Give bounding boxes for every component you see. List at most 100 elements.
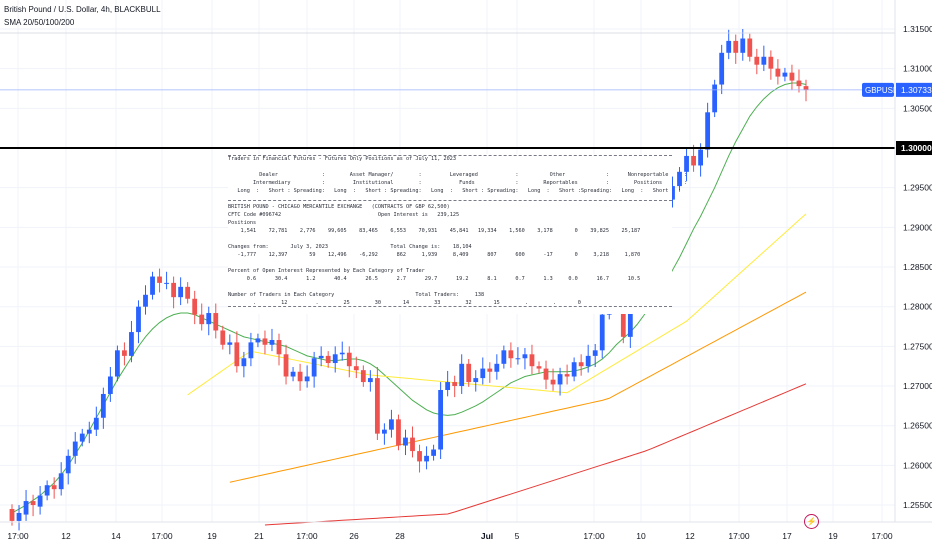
candle-body — [677, 171, 682, 187]
candle-body — [9, 509, 15, 521]
candle-body — [241, 358, 247, 367]
time-tick-label: 17 — [782, 531, 792, 541]
cot-separator — [228, 306, 672, 307]
candle-body — [325, 355, 331, 364]
candle-body — [754, 56, 760, 65]
cot-separator — [228, 155, 672, 156]
horizontal-levels — [0, 32, 895, 150]
cot-line: Positions — [228, 220, 257, 226]
candle-body — [719, 52, 725, 85]
cot-line: Percent of Open Interest Represented by … — [228, 268, 425, 274]
candle-body — [255, 338, 261, 343]
price-tick-label: 1.29500 — [903, 183, 932, 193]
candle-body — [515, 358, 521, 360]
candle-body — [712, 84, 718, 113]
candle-body — [459, 363, 465, 387]
symbol-tag — [862, 82, 894, 97]
time-axis[interactable]: 17:00 12 14 17:00 19 21 17:00 26 28 Jul 5 17:00 10 12… — [0, 521, 932, 541]
price-tick-label: 1.31000 — [903, 64, 932, 74]
price-tick-label: 1.31500 — [903, 24, 932, 34]
candle-body — [599, 314, 605, 351]
level-price-tag — [896, 141, 932, 156]
sma50-line — [187, 213, 807, 396]
candle-body — [276, 340, 282, 355]
candle-body — [691, 155, 696, 166]
cot-report-overlay: Traders in Financial Futures - Futures O… — [228, 154, 687, 314]
candle-body — [227, 342, 233, 345]
candle-body — [16, 512, 22, 521]
candle-body — [157, 276, 162, 283]
candle-body — [220, 330, 226, 345]
candle-body — [318, 355, 324, 359]
candle-body — [796, 80, 802, 87]
candle-body — [136, 306, 141, 333]
time-tick-label: 21 — [254, 531, 264, 541]
time-tick-label: 14 — [111, 531, 121, 541]
candle-body — [543, 368, 549, 380]
sma200-line — [264, 383, 807, 526]
candle-body — [522, 354, 528, 359]
candle-body — [670, 186, 675, 200]
candle-body — [51, 485, 57, 490]
candle-body — [72, 441, 78, 456]
time-tick-label: 10 — [636, 531, 646, 541]
candle-body — [311, 358, 317, 377]
candle-body — [107, 376, 113, 394]
candle-body — [550, 379, 556, 385]
moving-averages — [11, 82, 807, 526]
candle-body — [445, 382, 451, 390]
candle-body — [782, 72, 788, 77]
price-tick-label: 1.27000 — [903, 381, 932, 391]
candle-body — [44, 485, 50, 496]
time-tick-label: Jul — [481, 531, 493, 541]
cot-line: Intermediary : Institutional : Funds : R… — [228, 180, 688, 186]
cot-line: Dealer : Asset Manager/ : Leveraged : Ot… — [228, 172, 688, 178]
candle-body — [747, 38, 753, 57]
cot-line: 1,541 72,781 2,776 99,605 83,465 6,553 7… — [228, 228, 641, 234]
candle-body — [733, 40, 739, 53]
candle-body — [283, 354, 289, 377]
candle-body — [30, 501, 36, 506]
candle-body — [529, 354, 535, 367]
candle-body — [332, 354, 338, 364]
price-tick-label: 1.25500 — [903, 500, 932, 510]
time-tick-label: 17:00 — [583, 531, 605, 541]
candle-body — [396, 419, 401, 446]
candle-body — [58, 473, 64, 490]
candle-body — [740, 38, 746, 53]
sma100-line — [229, 291, 807, 483]
candle-body — [698, 149, 704, 166]
last-price-tag-text: 1.30733 — [901, 85, 932, 95]
candle-body — [206, 313, 212, 325]
cot-line: Number of Traders in Each Category Total… — [228, 292, 485, 298]
price-tick-label: 1.30500 — [903, 103, 932, 113]
candle-body — [452, 382, 458, 387]
candle-body — [768, 56, 774, 69]
candle-body — [185, 286, 191, 299]
lightning-icon[interactable]: ⚡ — [804, 514, 819, 529]
time-tick-label: 17:00 — [871, 531, 893, 541]
cot-line: BRITISH POUND - CHICAGO MERCANTILE EXCHA… — [228, 204, 450, 210]
last-price-tag — [896, 82, 932, 97]
candle-body — [803, 86, 809, 91]
candle-body — [536, 366, 542, 369]
time-tick-label: 19 — [828, 531, 838, 541]
candle-body — [346, 352, 352, 367]
candle-body — [178, 286, 184, 298]
sma20-line — [11, 82, 807, 514]
cot-line: -1,777 12,397 59 12,496 -6,292 862 1,939… — [228, 252, 641, 258]
candle-body — [431, 449, 436, 456]
time-tick-label: 5 — [515, 531, 520, 541]
price-axis[interactable]: 1.31500 1.31000 1.30500 1.30000 1.29500 1.290… — [862, 0, 932, 522]
price-tick-label: 1.27500 — [903, 341, 932, 351]
cot-line: Long : Short : Spreading: Long : Short :… — [228, 188, 681, 194]
candle-body — [150, 276, 155, 295]
candle-body — [339, 352, 345, 355]
candle-body — [248, 342, 254, 359]
indicator-legend[interactable]: SMA 20/50/100/200 — [4, 18, 75, 27]
symbol-tag-text: GBPUSD — [865, 86, 899, 95]
candle-body — [438, 389, 444, 450]
candle-body — [297, 371, 303, 382]
candle-body — [424, 455, 429, 462]
